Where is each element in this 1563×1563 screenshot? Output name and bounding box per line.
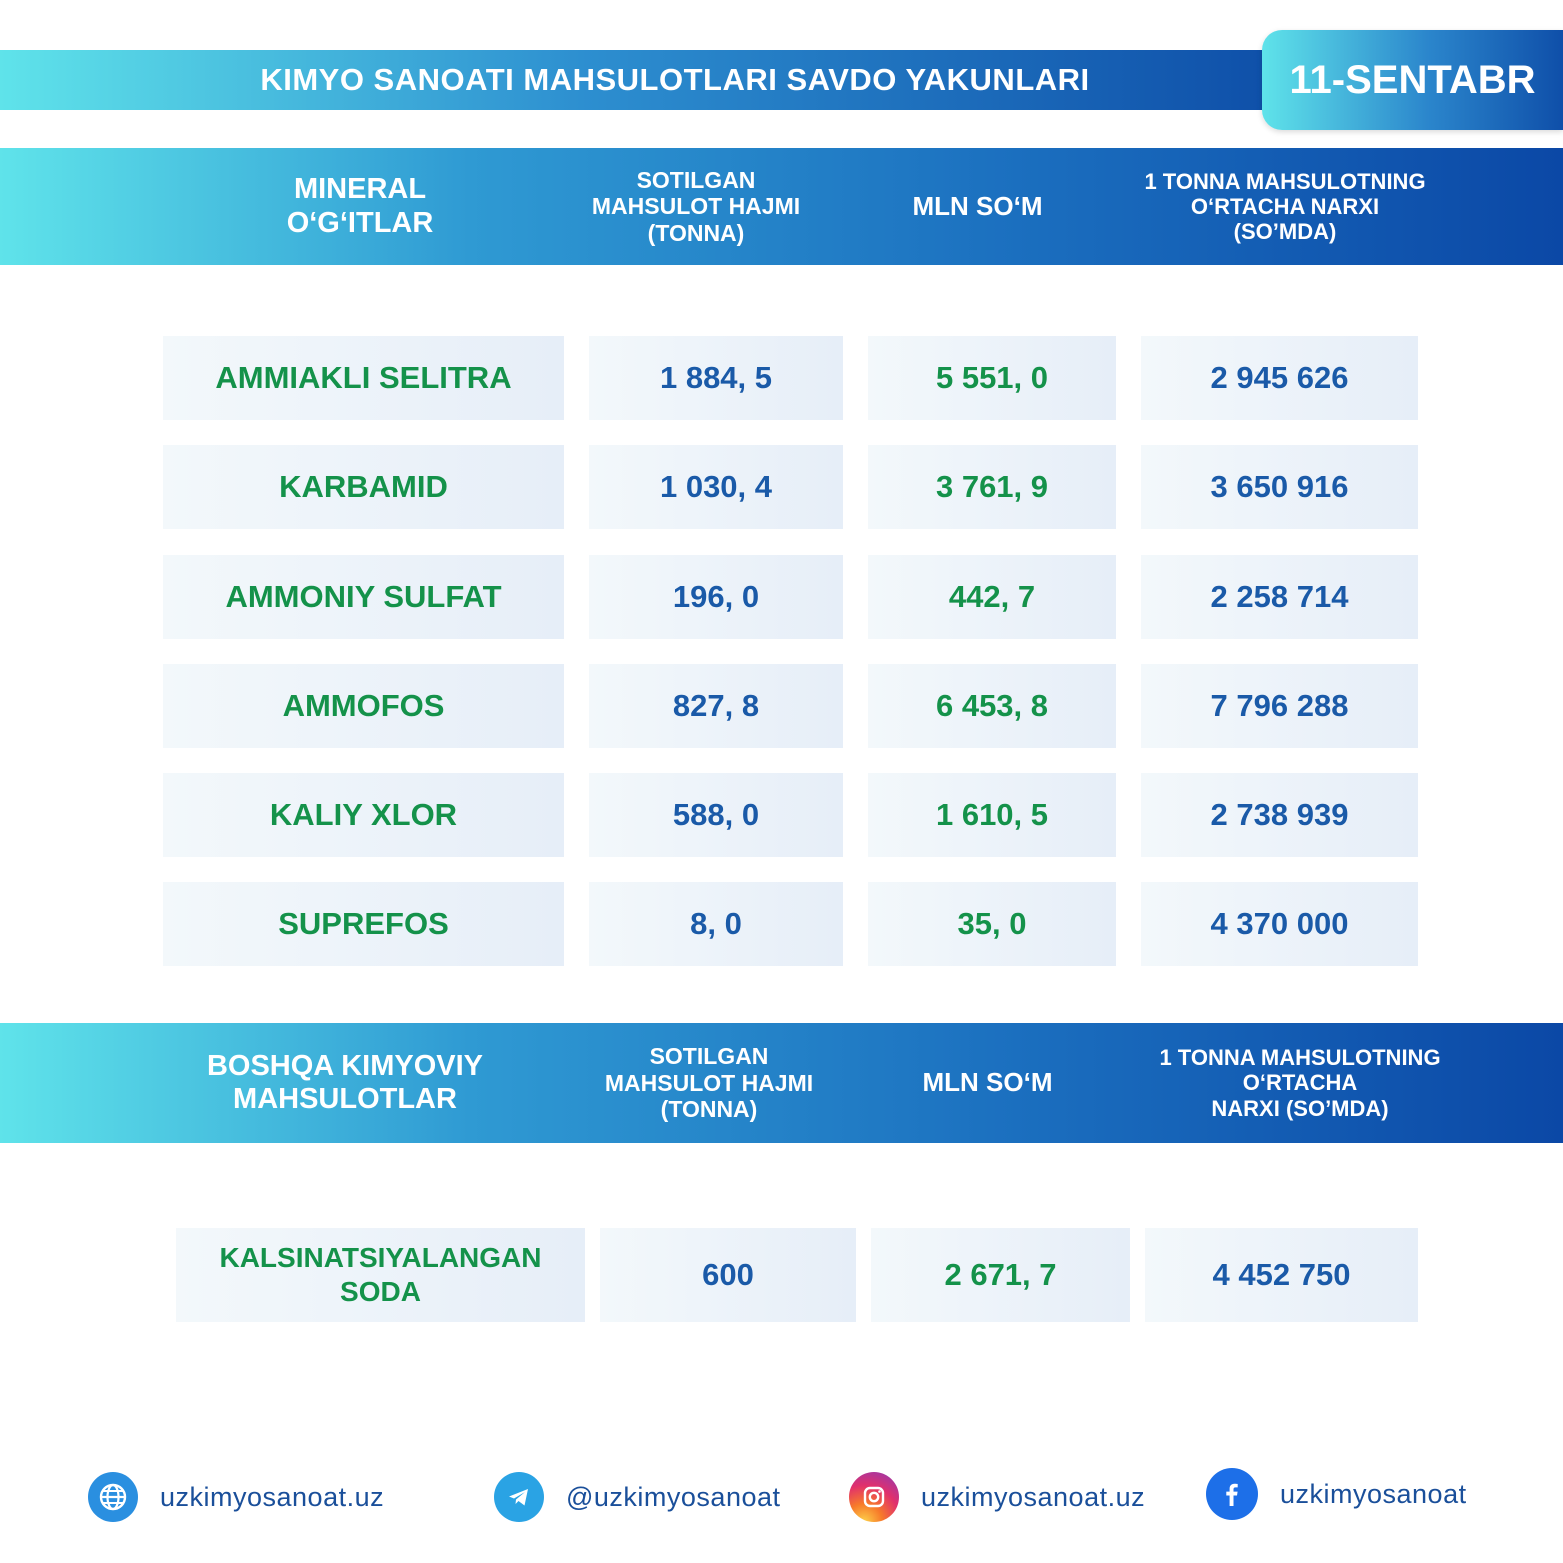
instagram-icon xyxy=(849,1472,899,1522)
row1-name: AMMIAKLI SELITRA xyxy=(163,336,564,420)
title-bar xyxy=(0,50,1290,110)
row2-volume: 1 030, 4 xyxy=(589,445,843,529)
row1-price: 2 945 626 xyxy=(1141,336,1418,420)
row1-volume: 1 884, 5 xyxy=(589,336,843,420)
section1-header: MINERAL O‘G‘ITLAR SOTILGAN MAHSULOT HAJM… xyxy=(0,148,1563,265)
section2-col2-header: SOTILGAN MAHSULOT HAJMI (TONNA) xyxy=(604,1043,814,1123)
row6-volume: 8, 0 xyxy=(589,882,843,966)
footer-instagram[interactable]: uzkimyosanoat.uz xyxy=(849,1472,1145,1522)
date-badge: 11-SENTABR xyxy=(1262,30,1563,130)
row6-price: 4 370 000 xyxy=(1141,882,1418,966)
instagram-link[interactable]: uzkimyosanoat.uz xyxy=(921,1481,1146,1512)
row4-mln: 6 453, 8 xyxy=(868,664,1116,748)
section1-col1-header: MINERAL O‘G‘ITLAR xyxy=(286,173,434,239)
telegram-link[interactable]: @uzkimyosanoat xyxy=(566,1481,781,1512)
row-soda-name: KALSINATSIYALANGAN SODA xyxy=(176,1228,585,1322)
website-link[interactable]: uzkimyosanoat.uz xyxy=(160,1481,385,1512)
section1-col4-header: 1 TONNA MAHSULOTNING O‘RTACHA NARXI (SO’… xyxy=(1144,168,1426,245)
row1-mln: 5 551, 0 xyxy=(868,336,1116,420)
section1-col3-header: MLN SO‘M xyxy=(912,190,1043,221)
globe-icon xyxy=(88,1472,138,1522)
row3-volume: 196, 0 xyxy=(589,555,843,639)
row6-name: SUPREFOS xyxy=(163,882,564,966)
row3-name: AMMONIY SULFAT xyxy=(163,555,564,639)
row4-price: 7 796 288 xyxy=(1141,664,1418,748)
facebook-link[interactable]: uzkimyosanoat xyxy=(1280,1478,1467,1509)
row2-price: 3 650 916 xyxy=(1141,445,1418,529)
section1-col2-header: SOTILGAN MAHSULOT HAJMI (TONNA) xyxy=(591,166,801,246)
row5-mln: 1 610, 5 xyxy=(868,773,1116,857)
row5-name: KALIY XLOR xyxy=(163,773,564,857)
row3-mln: 442, 7 xyxy=(868,555,1116,639)
row4-name: AMMOFOS xyxy=(163,664,564,748)
telegram-icon xyxy=(494,1472,544,1522)
section2-col1-header: BOSHQA KIMYOVIY MAHSULOTLAR xyxy=(206,1049,484,1115)
row3-price: 2 258 714 xyxy=(1141,555,1418,639)
section2-header: BOSHQA KIMYOVIY MAHSULOTLAR SOTILGAN MAH… xyxy=(0,1023,1563,1143)
row6-mln: 35, 0 xyxy=(868,882,1116,966)
section2-col3-header: MLN SO‘M xyxy=(922,1067,1053,1098)
row2-mln: 3 761, 9 xyxy=(868,445,1116,529)
row-soda-volume: 600 xyxy=(600,1228,856,1322)
footer-telegram[interactable]: @uzkimyosanoat xyxy=(494,1472,781,1522)
row-soda-mln: 2 671, 7 xyxy=(871,1228,1130,1322)
footer-website[interactable]: uzkimyosanoat.uz xyxy=(88,1472,384,1522)
footer-facebook[interactable]: uzkimyosanoat xyxy=(1206,1468,1467,1520)
row5-price: 2 738 939 xyxy=(1141,773,1418,857)
row-soda-price: 4 452 750 xyxy=(1145,1228,1418,1322)
row2-name: KARBAMID xyxy=(163,445,564,529)
row4-volume: 827, 8 xyxy=(589,664,843,748)
facebook-icon xyxy=(1206,1468,1258,1520)
section2-col4-header: 1 TONNA MAHSULOTNING O‘RTACHA NARXI (SO’… xyxy=(1159,1045,1441,1121)
row5-volume: 588, 0 xyxy=(589,773,843,857)
page-title: KIMYO SANOATI MAHSULOTLARI SAVDO YAKUNLA… xyxy=(260,62,1090,97)
